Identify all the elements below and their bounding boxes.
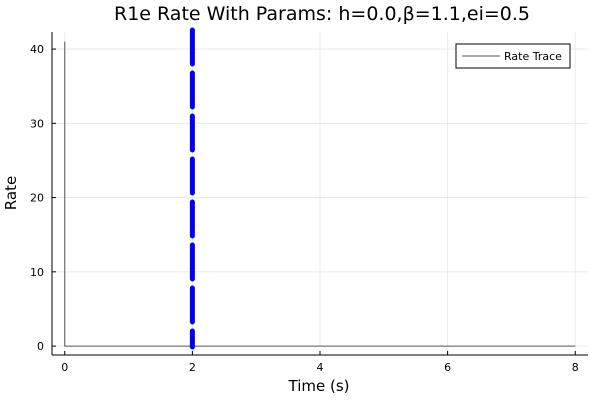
- y-tick-label: 40: [30, 43, 44, 56]
- y-tick-label: 10: [30, 266, 44, 279]
- legend: Rate Trace: [455, 43, 571, 69]
- x-tick-label: 0: [61, 361, 68, 374]
- x-tick-label: 8: [572, 361, 579, 374]
- plot-area: [64, 27, 576, 350]
- legend-label: Rate Trace: [504, 50, 562, 63]
- x-tick-label: 6: [444, 361, 451, 374]
- y-tick-label: 30: [30, 117, 44, 130]
- x-tick-label: 4: [317, 361, 324, 374]
- chart-title: R1e Rate With Params: h=0.0,β=1.1,ei=0.5: [114, 3, 530, 25]
- y-axis-label: Rate: [2, 176, 20, 210]
- series-line: [64, 41, 576, 347]
- y-tick-label: 0: [37, 340, 44, 353]
- x-tick-label: 2: [189, 361, 196, 374]
- y-tick-label: 20: [30, 192, 44, 205]
- ticks: 0 2 4 6 8 0 10 20 30 40: [30, 43, 579, 374]
- x-axis-label: Time (s): [288, 377, 350, 395]
